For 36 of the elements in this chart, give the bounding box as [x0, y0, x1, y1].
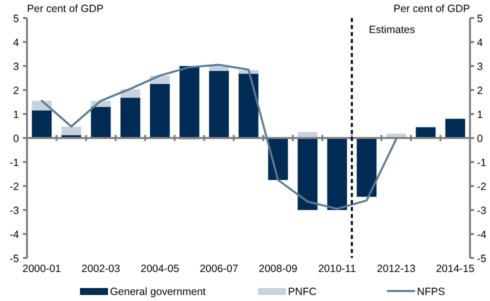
- y-tick-label: -5: [10, 253, 20, 265]
- y-tick-label: 3: [13, 61, 20, 73]
- y2-tick-label: -3: [477, 205, 486, 217]
- y2-tick-label: -2: [477, 181, 486, 193]
- y-tick-label: 0: [13, 133, 20, 145]
- x-tick-label: 2010-11: [318, 263, 356, 275]
- x-tick-label: 2014-15: [436, 263, 475, 275]
- y2-tick-label: -1: [477, 157, 486, 169]
- ref-line-label: Estimates: [368, 24, 415, 36]
- y-tick-label: 4: [13, 37, 20, 49]
- x-tick-label: 2000-01: [22, 263, 62, 275]
- y-tick-label: -3: [10, 205, 20, 217]
- y-tick-label: -4: [10, 229, 20, 241]
- x-tick-label: 2002-03: [82, 263, 120, 275]
- x-tick-label: 2008-09: [258, 263, 298, 275]
- y2-tick-label: 1: [477, 109, 483, 121]
- y2-tick-label: 4: [477, 37, 483, 49]
- legend-label: PNFC: [288, 286, 317, 298]
- x-tick-label: 2012-13: [376, 263, 416, 275]
- legend-label: General government: [110, 286, 206, 298]
- x-tick-label: 2004-05: [140, 263, 180, 275]
- y2-tick-label: -4: [477, 229, 486, 241]
- y-tick-label: -2: [10, 181, 20, 193]
- y-tick-label: 1: [13, 109, 20, 121]
- y2-tick-label: -5: [477, 253, 486, 265]
- y-axis-title: Per cent of GDP: [27, 3, 104, 15]
- y2-tick-label: 5: [477, 13, 483, 25]
- y2-axis-title: Per cent of GDP: [394, 3, 470, 15]
- x-tick-label: 2006-07: [200, 263, 238, 275]
- y-tick-label: 5: [13, 13, 20, 25]
- legend-label: NFPS: [417, 286, 446, 298]
- y-tick-label: -1: [10, 157, 20, 169]
- y-tick-label: 2: [13, 85, 20, 97]
- y2-tick-label: 0: [477, 133, 483, 145]
- y2-tick-label: 2: [477, 85, 483, 97]
- y2-tick-label: 3: [477, 61, 483, 73]
